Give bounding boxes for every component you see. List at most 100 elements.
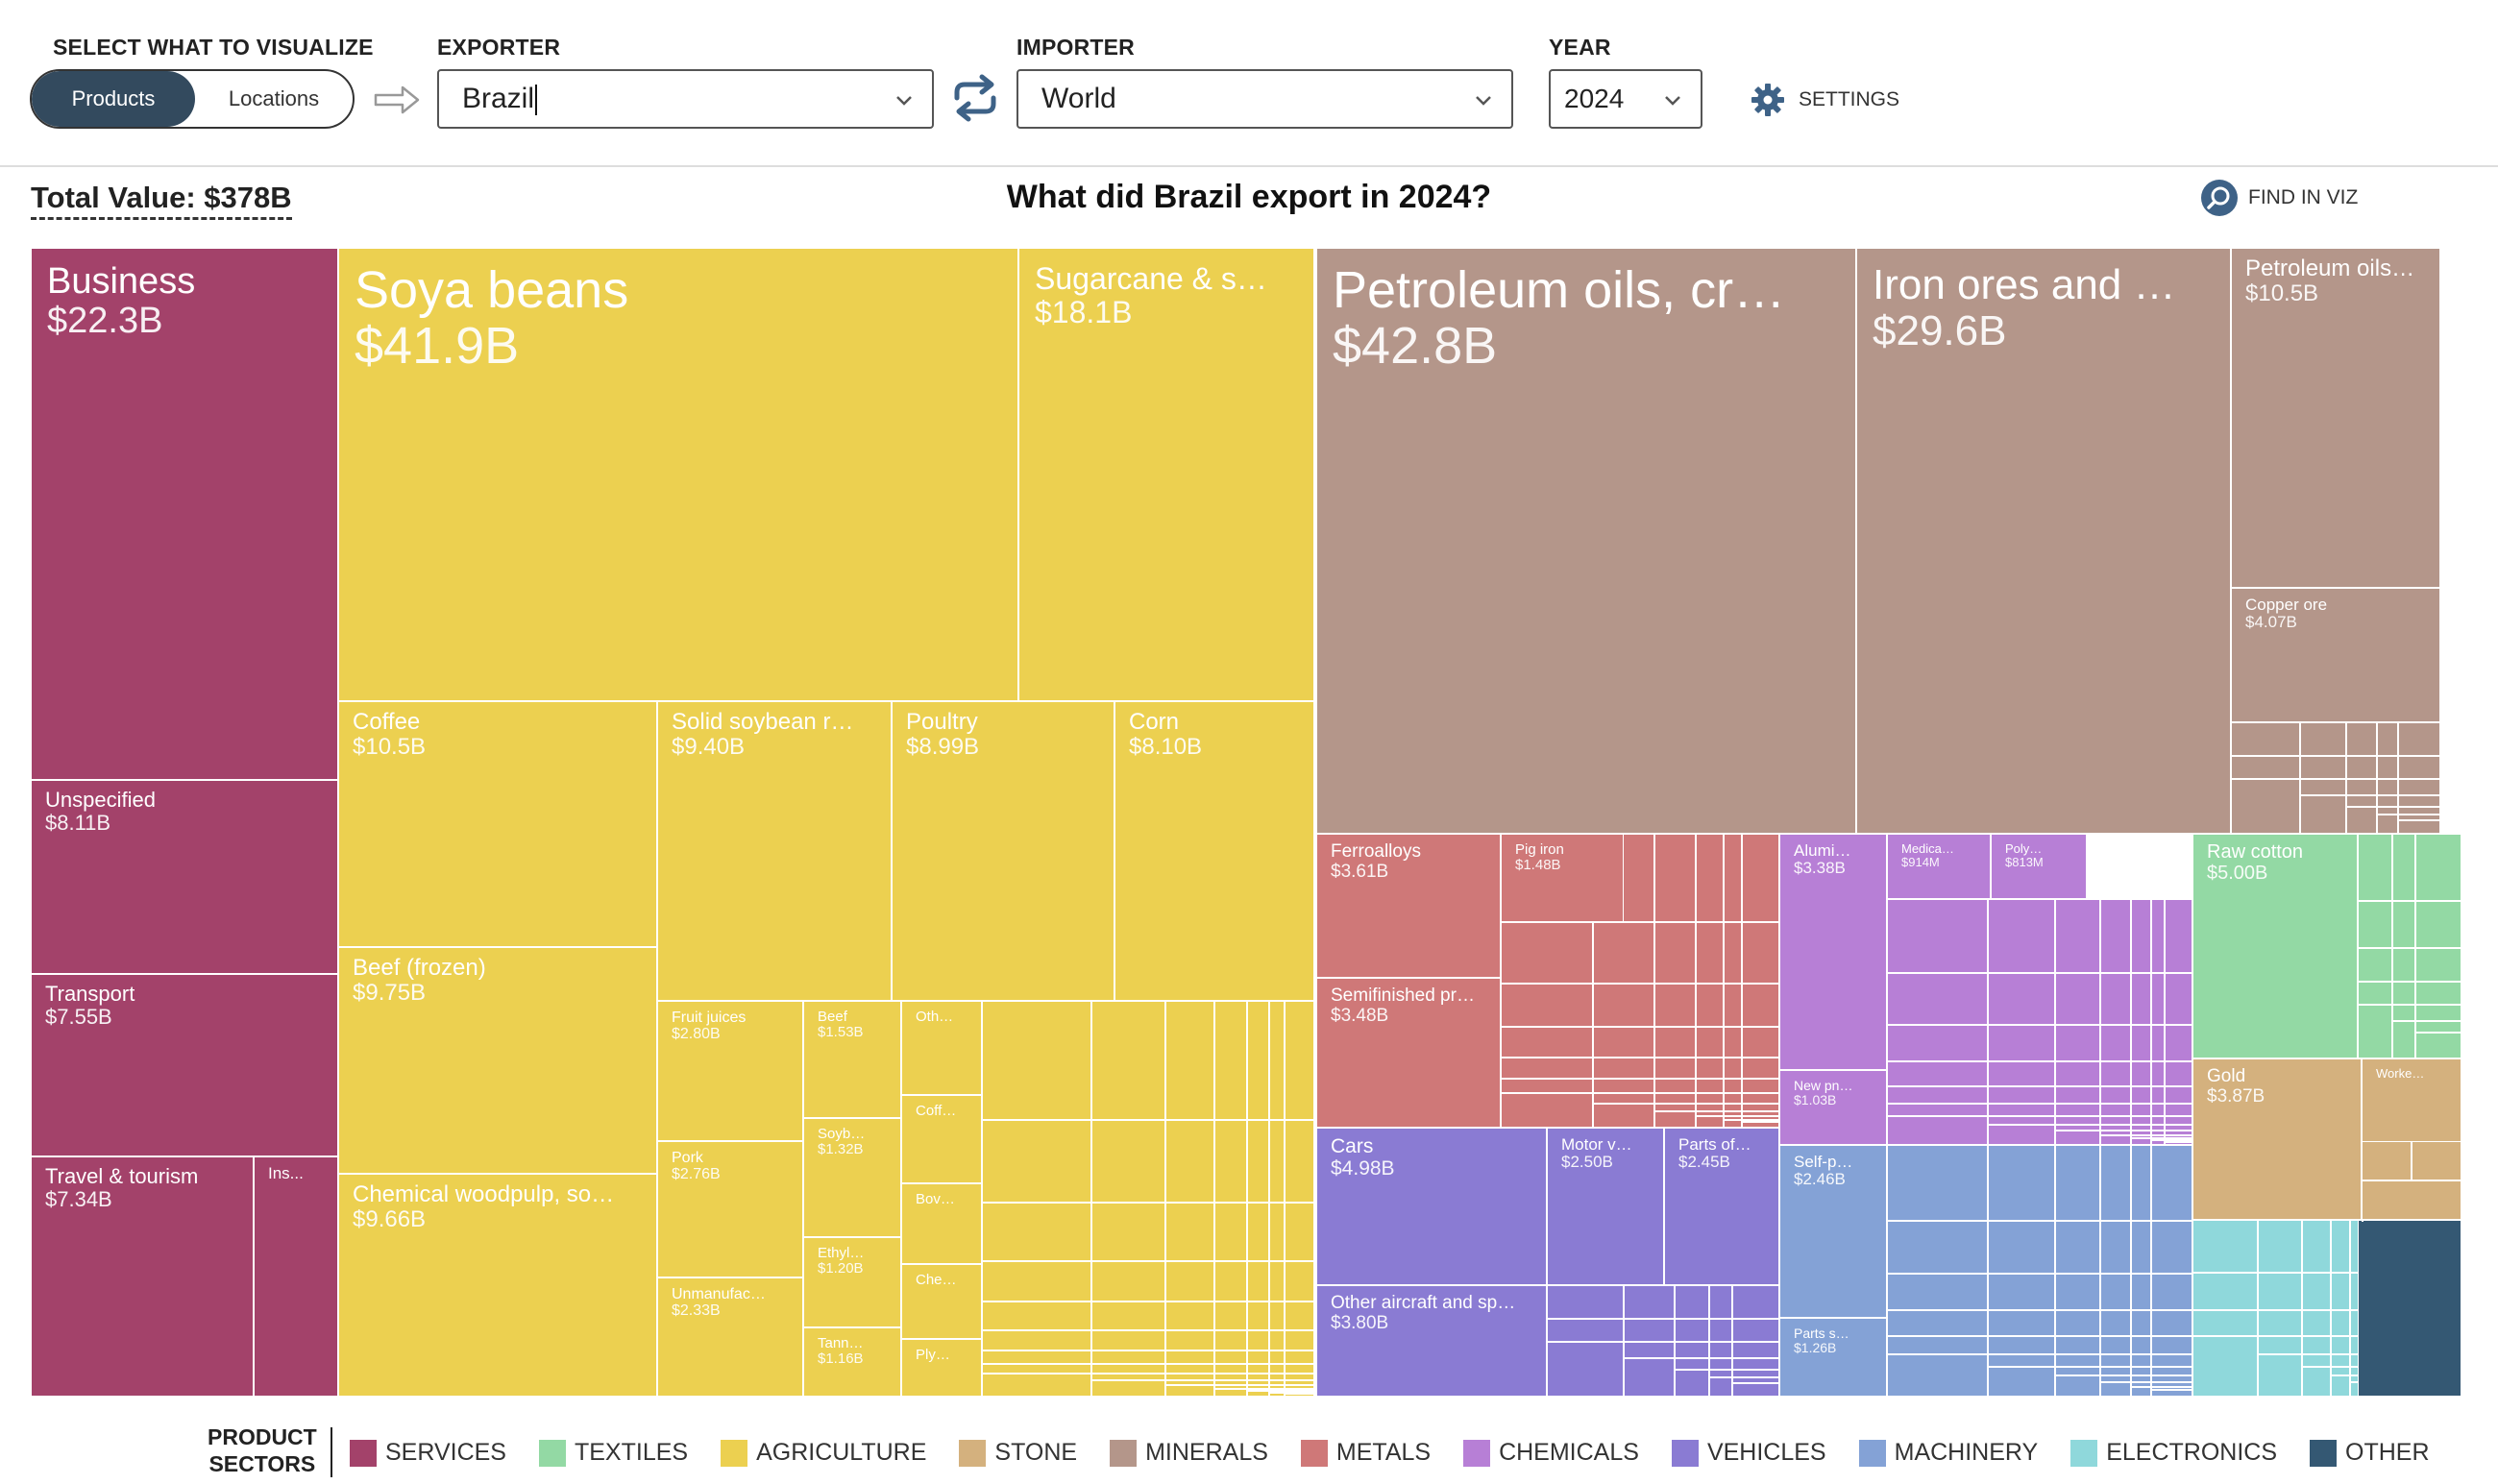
- treemap-cell[interactable]: [2165, 1125, 2192, 1131]
- treemap-cell[interactable]: [982, 1330, 1091, 1350]
- treemap-cell[interactable]: [1247, 1374, 1269, 1380]
- treemap-cell[interactable]: [1742, 1058, 1779, 1079]
- treemap-cell[interactable]: [2100, 1274, 2131, 1310]
- treemap-cell[interactable]: [2055, 1336, 2100, 1354]
- treemap-cell[interactable]: [1165, 1001, 1214, 1120]
- treemap-cell[interactable]: [2302, 1367, 2331, 1397]
- treemap-cell[interactable]: [1269, 1350, 1285, 1364]
- treemap-cell[interactable]: [1732, 1285, 1779, 1319]
- treemap-cell[interactable]: [2331, 1310, 2350, 1336]
- treemap-cell[interactable]: [2165, 1140, 2192, 1142]
- treemap-cell[interactable]: [1709, 1377, 1732, 1397]
- treemap-cell[interactable]: [2131, 1367, 2151, 1375]
- treemap-cell[interactable]: [1887, 899, 1988, 973]
- treemap-cell[interactable]: Soyb… $1.32B: [803, 1118, 901, 1237]
- treemap-cell[interactable]: [2151, 1061, 2165, 1086]
- treemap-cell[interactable]: [1269, 1261, 1285, 1302]
- treemap-cell[interactable]: [2055, 1310, 2100, 1336]
- treemap-cell[interactable]: [1247, 1120, 1269, 1203]
- treemap-cell[interactable]: [2331, 1220, 2350, 1273]
- treemap-cell[interactable]: [2131, 1104, 2151, 1116]
- treemap-cell[interactable]: [1709, 1358, 1732, 1370]
- treemap-cell[interactable]: [1696, 1093, 1724, 1104]
- treemap-cell[interactable]: [2100, 1336, 2131, 1354]
- treemap-cell[interactable]: Petroleum oils, cr… $42.8B: [1316, 248, 1856, 834]
- treemap-cell[interactable]: [1269, 1385, 1285, 1389]
- treemap-cell[interactable]: [2131, 899, 2151, 973]
- treemap-cell[interactable]: [1988, 1274, 2055, 1310]
- treemap-cell[interactable]: [2377, 779, 2398, 795]
- treemap-cell[interactable]: [1269, 1389, 1285, 1391]
- treemap-cell[interactable]: [1624, 1358, 1675, 1397]
- treemap-cell[interactable]: [1887, 1116, 1988, 1145]
- treemap-cell[interactable]: [2151, 1025, 2165, 1061]
- treemap-cell[interactable]: [1214, 1203, 1247, 1261]
- treemap-cell[interactable]: [1214, 1350, 1247, 1364]
- treemap-cell[interactable]: [1624, 1342, 1675, 1358]
- treemap-cell[interactable]: [2331, 1367, 2350, 1375]
- treemap-cell[interactable]: [2055, 1221, 2100, 1274]
- treemap-cell[interactable]: [2055, 973, 2100, 1025]
- treemap-cell[interactable]: Ethyl… $1.20B: [803, 1237, 901, 1327]
- treemap-cell[interactable]: [2151, 1104, 2165, 1116]
- treemap-cell[interactable]: [1285, 1364, 1314, 1374]
- treemap-cell[interactable]: [1654, 1104, 1696, 1111]
- treemap-cell[interactable]: [1742, 1093, 1779, 1104]
- treemap-cell[interactable]: [2346, 756, 2377, 779]
- treemap-cell[interactable]: [2131, 973, 2151, 1025]
- treemap-cell[interactable]: [1214, 1364, 1247, 1374]
- year-select[interactable]: 2024: [1549, 69, 1702, 129]
- treemap-cell[interactable]: [2192, 1273, 2258, 1310]
- treemap-cell[interactable]: [1732, 1370, 1779, 1377]
- treemap-cell[interactable]: [1742, 834, 1779, 922]
- treemap-cell[interactable]: [1593, 1027, 1654, 1058]
- treemap-cell[interactable]: [2412, 1141, 2461, 1180]
- treemap-cell[interactable]: [2151, 1138, 2165, 1140]
- treemap-cell[interactable]: [1285, 1385, 1314, 1389]
- treemap-cell[interactable]: [2100, 973, 2131, 1025]
- treemap-cell[interactable]: [1214, 1380, 1247, 1385]
- treemap-cell[interactable]: [1654, 1058, 1696, 1079]
- treemap-cell[interactable]: [1709, 1285, 1732, 1319]
- legend-item-minerals[interactable]: MINERALS: [1110, 1439, 1268, 1467]
- treemap-cell[interactable]: [2131, 1145, 2151, 1221]
- treemap-cell[interactable]: [2151, 1140, 2165, 1145]
- treemap-cell[interactable]: [982, 1261, 1091, 1302]
- treemap-cell[interactable]: [1988, 1310, 2055, 1336]
- treemap-cell[interactable]: [2131, 1387, 2151, 1397]
- treemap-cell[interactable]: [2151, 1116, 2165, 1125]
- legend-item-chemicals[interactable]: CHEMICALS: [1463, 1439, 1639, 1467]
- treemap-cell[interactable]: [1742, 922, 1779, 984]
- treemap-cell[interactable]: [2415, 1005, 2461, 1021]
- treemap-cell[interactable]: [1742, 1104, 1779, 1111]
- treemap-cell[interactable]: [1285, 1380, 1314, 1385]
- treemap-cell[interactable]: [2415, 948, 2461, 982]
- find-in-viz-button[interactable]: FIND IN VIZ: [2200, 179, 2358, 217]
- treemap-cell[interactable]: Beef $1.53B: [803, 1001, 901, 1118]
- treemap-cell[interactable]: [2100, 1310, 2131, 1336]
- treemap-cell[interactable]: [2398, 756, 2440, 779]
- treemap-cell[interactable]: [1724, 1079, 1742, 1093]
- treemap-cell[interactable]: [2231, 756, 2300, 779]
- treemap-cell[interactable]: [1247, 1391, 1269, 1397]
- treemap-cell[interactable]: Fruit juices $2.80B: [657, 1001, 803, 1141]
- legend-item-stone[interactable]: STONE: [959, 1439, 1077, 1467]
- treemap-cell[interactable]: [1501, 1027, 1593, 1058]
- treemap-cell[interactable]: [2302, 1336, 2331, 1354]
- treemap-cell[interactable]: Self-p… $2.46B: [1779, 1145, 1887, 1318]
- treemap-cell[interactable]: [2302, 1220, 2331, 1273]
- treemap-cell[interactable]: [1696, 1079, 1724, 1093]
- treemap-cell[interactable]: [1696, 1111, 1724, 1116]
- treemap-cell[interactable]: [1887, 1025, 1988, 1061]
- treemap-cell[interactable]: [2258, 1354, 2302, 1397]
- treemap-cell[interactable]: [1247, 1380, 1269, 1385]
- treemap-cell[interactable]: [1724, 1104, 1742, 1111]
- treemap-cell[interactable]: [1269, 1391, 1285, 1393]
- treemap-cell[interactable]: [2231, 722, 2300, 756]
- treemap-cell[interactable]: [1654, 1079, 1696, 1093]
- treemap-cell[interactable]: [2377, 815, 2398, 834]
- treemap-cell[interactable]: Ins...: [254, 1156, 338, 1397]
- treemap-cell[interactable]: [2392, 982, 2415, 1005]
- treemap-cell[interactable]: [2165, 1135, 2192, 1138]
- treemap-cell[interactable]: [1624, 1319, 1675, 1342]
